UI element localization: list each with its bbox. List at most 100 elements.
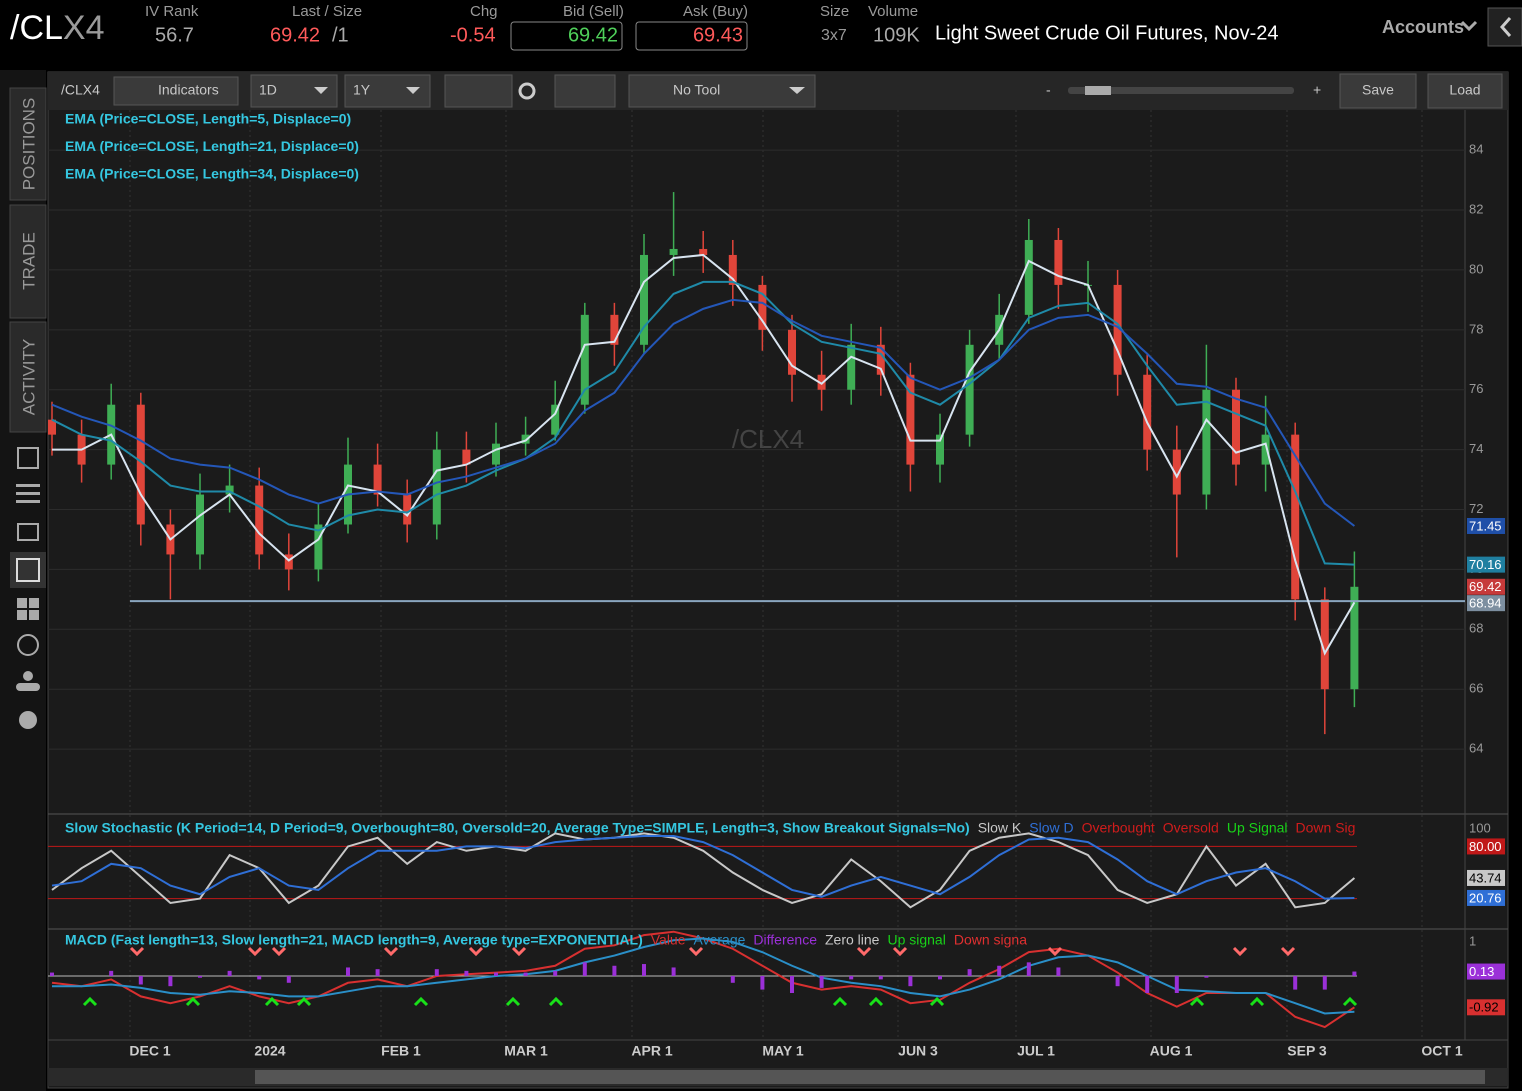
button-label[interactable]: Save — [1362, 82, 1394, 98]
histogram-bar — [642, 964, 646, 976]
histogram-bar — [1322, 975, 1327, 990]
icon[interactable] — [17, 447, 39, 469]
icon[interactable] — [16, 683, 40, 691]
icon[interactable] — [10, 552, 46, 588]
down-signal — [856, 946, 872, 957]
button-label[interactable]: Load — [1449, 82, 1480, 98]
tool-select[interactable] — [628, 74, 816, 108]
icon[interactable] — [17, 598, 27, 608]
label: Bid (Sell) — [563, 3, 624, 20]
icon[interactable] — [23, 671, 33, 681]
series-line — [51, 832, 1356, 909]
ask[interactable]: 69.43 — [693, 24, 743, 46]
up-signal — [505, 996, 521, 1007]
candle-body — [432, 449, 441, 525]
up-signal — [929, 996, 945, 1007]
tab-label[interactable]: POSITIONS — [19, 98, 38, 191]
icon[interactable] — [29, 598, 39, 608]
candle-body — [876, 344, 885, 375]
histogram-bar — [760, 975, 765, 990]
icon[interactable] — [16, 484, 40, 487]
candle-body — [48, 419, 56, 435]
style-select[interactable] — [444, 74, 513, 108]
legend-entry: Up signal — [887, 932, 945, 948]
icon[interactable] — [17, 634, 39, 656]
candle-body — [403, 494, 412, 525]
legend-entry: Slow Stochastic (K Period=14, D Period=9… — [65, 820, 970, 836]
value-tag — [1467, 556, 1505, 573]
down-signal — [511, 946, 527, 957]
legend-entry: Value — [651, 932, 686, 948]
tab-label[interactable]: ACTIVITY — [19, 339, 38, 416]
histogram-bar — [1026, 962, 1031, 976]
histogram-bar — [464, 970, 469, 976]
histogram-bar — [138, 975, 143, 985]
down-signal — [1232, 946, 1248, 957]
zoom-thumb[interactable] — [1085, 86, 1111, 95]
icon[interactable] — [16, 500, 40, 503]
candle-body — [284, 554, 293, 570]
select-label[interactable]: 1Y — [353, 82, 371, 98]
tab[interactable] — [9, 87, 47, 201]
zoom-slider[interactable] — [1068, 87, 1294, 94]
up-signal — [413, 996, 429, 1007]
x-tick-label: JUN 3 — [898, 1043, 938, 1059]
value-tag-label: -0.92 — [1469, 1000, 1499, 1015]
candle-body — [1172, 449, 1181, 495]
histogram-bar — [878, 975, 883, 980]
candle-body — [1054, 239, 1063, 285]
value-tag — [1467, 963, 1505, 980]
value-tag — [1467, 838, 1505, 855]
icon[interactable] — [19, 711, 37, 729]
x-tick-label: JUL 1 — [1017, 1043, 1055, 1059]
zoom-out[interactable]: - — [1046, 82, 1051, 98]
icon[interactable] — [29, 610, 39, 620]
series-line — [51, 280, 1355, 566]
drawing-select[interactable] — [554, 74, 616, 108]
candle-body — [758, 284, 767, 330]
zoom-in[interactable]: + — [1313, 82, 1321, 98]
candle-body — [373, 464, 382, 495]
value-tag-label: 71.45 — [1469, 518, 1502, 533]
down-signal — [688, 946, 704, 957]
ask-box[interactable] — [635, 21, 748, 51]
select-label[interactable]: No Tool — [673, 82, 720, 98]
value-tag-label: 43.74 — [1469, 870, 1502, 885]
load-button[interactable] — [1427, 73, 1503, 109]
legend-entry: Difference — [753, 932, 817, 948]
icon[interactable] — [17, 523, 39, 541]
icon[interactable] — [16, 558, 40, 582]
histogram-bar — [434, 969, 439, 976]
icon[interactable] — [16, 492, 40, 495]
sidebar-icons[interactable] — [10, 447, 46, 729]
histogram-bar — [494, 972, 498, 976]
accounts[interactable]: Accounts — [1382, 17, 1464, 37]
bid[interactable]: 69.42 — [568, 24, 618, 46]
histogram-bar — [346, 967, 350, 976]
study-label: EMA (Price=CLOSE, Length=21, Displace=0) — [65, 138, 359, 154]
save-button[interactable] — [1339, 73, 1417, 109]
y-tick-label: 78 — [1469, 321, 1483, 336]
scroll-thumb[interactable] — [255, 1070, 1485, 1084]
bid-box[interactable] — [510, 21, 623, 51]
settings-icon[interactable] — [518, 82, 536, 100]
candle-body — [699, 248, 708, 255]
study-label: EMA (Price=CLOSE, Length=5, Displace=0) — [65, 111, 351, 127]
tab[interactable] — [9, 204, 47, 319]
x-tick-label: MAY 1 — [762, 1043, 803, 1059]
icon[interactable] — [17, 610, 27, 620]
tab[interactable] — [9, 321, 47, 433]
value-tag-label: 69.42 — [1469, 579, 1502, 594]
candle-body — [640, 254, 648, 345]
tab-label[interactable]: TRADE — [19, 232, 38, 290]
chevron[interactable] — [1460, 20, 1478, 32]
candle-body — [521, 434, 530, 444]
histogram-bar — [1204, 975, 1209, 978]
collapse-button[interactable] — [1487, 7, 1522, 47]
indicators-button[interactable] — [113, 76, 239, 106]
up-signal — [1189, 996, 1205, 1007]
iv-rank: 56.7 — [155, 24, 194, 46]
histogram-bar — [908, 975, 913, 987]
button-label[interactable]: Indicators — [158, 82, 219, 98]
select-label[interactable]: 1D — [259, 82, 277, 98]
